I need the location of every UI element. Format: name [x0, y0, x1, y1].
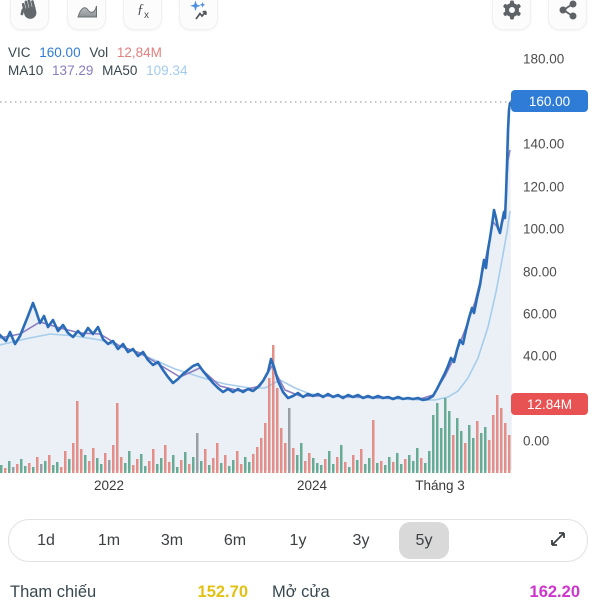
current-volume-badge: 12.84M	[511, 393, 588, 415]
indicator-fx-button[interactable]: ƒ x	[123, 0, 162, 30]
x-tick-label: 2024	[296, 478, 328, 493]
pan-tool-button[interactable]	[10, 0, 49, 30]
legend-line-1: VIC 160.00 Vol 12,84M	[8, 44, 192, 62]
open-label: Mở cửa	[272, 583, 330, 600]
range-button-5y[interactable]: 5y	[399, 522, 449, 559]
ma10-value: 137.29	[52, 63, 94, 78]
svg-text:x: x	[144, 10, 149, 21]
ma50-label: MA50	[102, 63, 138, 78]
svg-text:ƒ: ƒ	[137, 2, 144, 17]
wave-curve-icon	[76, 1, 98, 29]
open-value: 162.20	[529, 583, 580, 600]
range-button-3m[interactable]: 3m	[147, 522, 197, 559]
y-tick-label: 120.00	[523, 179, 565, 195]
range-selector: 1d 1m 3m 6m 1y 3y 5y	[8, 519, 588, 562]
ma10-label: MA10	[8, 63, 44, 78]
y-tick-label: 100.00	[523, 221, 565, 237]
sparkle-arrow-icon	[188, 0, 210, 29]
fx-icon: ƒ x	[132, 0, 154, 29]
chart-style-button[interactable]	[67, 0, 106, 30]
reference-label: Tham chiếu	[10, 583, 97, 600]
y-tick-label: 140.00	[523, 136, 565, 152]
last-price-value: 160.00	[39, 45, 81, 60]
symbol-label: VIC	[8, 45, 31, 60]
quote-info-row: Tham chiếu 152.70 Mở cửa 162.20	[0, 583, 600, 600]
ma50-value: 109.34	[146, 63, 188, 78]
fullscreen-button[interactable]	[541, 524, 575, 558]
y-tick-label: 180.00	[523, 51, 565, 67]
ai-sparkle-button[interactable]	[179, 0, 218, 30]
chart-legend: VIC 160.00 Vol 12,84M MA10 137.29 MA50 1…	[8, 44, 192, 80]
range-button-1m[interactable]: 1m	[84, 522, 134, 559]
gear-icon	[501, 0, 523, 29]
y-tick-label: 40.00	[523, 348, 557, 364]
legend-line-2: MA10 137.29 MA50 109.34	[8, 62, 192, 80]
hand-icon	[19, 0, 41, 29]
range-button-1y[interactable]: 1y	[273, 522, 323, 559]
range-button-3y[interactable]: 3y	[336, 522, 386, 559]
y-tick-label: 80.00	[523, 264, 557, 280]
vol-label: Vol	[89, 45, 109, 60]
price-chart[interactable]	[0, 0, 600, 512]
reference-value: 152.70	[197, 583, 248, 600]
x-tick-label: Tháng 3	[415, 478, 465, 493]
expand-icon	[547, 528, 569, 553]
settings-button[interactable]	[492, 0, 531, 30]
y-tick-label: 0.00	[523, 433, 550, 449]
share-button[interactable]	[548, 0, 587, 30]
x-tick-label: 2022	[93, 478, 125, 493]
vol-value: 12,84M	[116, 45, 162, 60]
share-icon	[557, 0, 579, 29]
y-tick-label: 60.00	[523, 306, 557, 322]
range-button-1d[interactable]: 1d	[21, 522, 71, 559]
range-button-6m[interactable]: 6m	[210, 522, 260, 559]
current-price-badge: 160.00	[510, 90, 588, 112]
